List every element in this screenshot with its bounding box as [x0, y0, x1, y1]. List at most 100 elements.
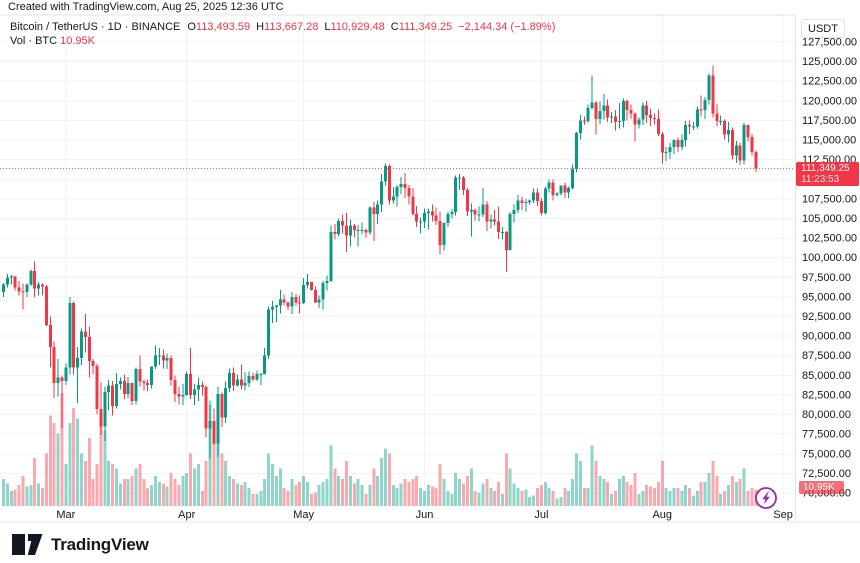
time-tick-label: Jun	[416, 509, 434, 521]
candle-body	[99, 409, 103, 427]
candle-body	[532, 192, 536, 201]
volume-label[interactable]: Vol · BTC	[10, 35, 58, 47]
volume-bar	[278, 468, 282, 506]
candle-body	[637, 119, 641, 125]
volume-bar	[621, 475, 625, 506]
candle-body	[294, 296, 298, 303]
time-scale[interactable]: Mar Apr May Jun Jul Aug Sep	[56, 509, 792, 521]
volume-bar	[742, 468, 746, 506]
currency-toggle-button[interactable]: USDT	[801, 19, 845, 38]
candle-body	[567, 187, 571, 193]
volume-bar	[142, 478, 146, 506]
candle-body	[267, 309, 271, 356]
candle-body	[508, 213, 512, 250]
volume-bar	[376, 475, 380, 506]
volume-bar	[598, 475, 602, 506]
ohlc-low: L110,929.48	[324, 21, 385, 33]
time-tick-label: Mar	[56, 509, 75, 521]
volume-bar	[309, 493, 313, 506]
volume-bar	[473, 490, 477, 506]
volume-bar	[734, 481, 738, 506]
volume-bar	[407, 481, 411, 506]
legend-ohlc-row: Bitcoin / TetherUS · 1D · BINANCE O113,4…	[10, 20, 555, 34]
volume-layer	[2, 393, 758, 506]
volume-bar	[360, 484, 364, 506]
candle-body	[13, 276, 17, 288]
candle-body	[263, 355, 267, 374]
volume-bar	[235, 483, 239, 506]
candle-body	[368, 207, 372, 233]
candle-body	[641, 105, 645, 120]
volume-bar	[368, 484, 372, 506]
candle-body	[598, 111, 602, 119]
volume-bar	[458, 478, 462, 506]
volume-bar	[231, 478, 235, 506]
candle-body	[173, 380, 177, 395]
time-tick-label: Aug	[652, 509, 672, 521]
volume-bar	[161, 483, 165, 506]
price-tick-label: 120,000.00	[802, 95, 857, 107]
candle-body	[668, 147, 672, 152]
candle-body	[652, 118, 656, 120]
candle-body	[430, 211, 434, 216]
volume-bar	[454, 472, 458, 506]
volume-bar	[348, 475, 352, 506]
volume-bar	[37, 483, 41, 506]
volume-bar	[426, 484, 430, 506]
volume-bar	[711, 460, 715, 506]
volume-bar	[302, 475, 306, 506]
volume-bar	[52, 423, 56, 506]
price-tick-label: 72,500.00	[802, 468, 851, 480]
volume-bar	[504, 453, 508, 506]
volume-bar	[637, 493, 641, 506]
candle-body	[126, 383, 130, 395]
candle-body	[384, 165, 388, 182]
volume-bar	[270, 463, 274, 506]
volume-bar	[13, 489, 17, 506]
volume-bar	[629, 484, 633, 506]
bar-countdown: 11:23:53	[801, 174, 840, 185]
candle-body	[341, 220, 345, 226]
candle-body	[543, 188, 547, 213]
price-scale[interactable]: 127,500.00 125,000.00 122,500.00 120,000.00…	[802, 37, 857, 500]
candle-body	[60, 377, 64, 381]
candle-body	[52, 347, 56, 384]
volume-bar	[699, 481, 703, 506]
volume-bar	[220, 453, 224, 506]
volume-bar	[111, 463, 115, 506]
candle-body	[422, 212, 426, 222]
volume-bar	[391, 484, 395, 506]
price-tick-label: 80,000.00	[802, 409, 851, 421]
flash-button[interactable]	[754, 486, 778, 510]
price-tick-label: 122,500.00	[802, 76, 857, 88]
candle-body	[734, 145, 738, 156]
volume-bar	[247, 487, 251, 506]
tradingview-logo[interactable]: TradingView	[12, 534, 149, 555]
candle-body	[235, 379, 239, 386]
candle-body	[348, 225, 352, 236]
price-tick-label: 77,500.00	[802, 429, 851, 441]
candle-body	[656, 118, 660, 134]
candle-body	[247, 376, 251, 384]
price-tick-label: 75,000.00	[802, 448, 851, 460]
volume-bar	[434, 487, 438, 506]
volume-bar	[157, 481, 161, 506]
candle-body	[399, 183, 403, 188]
candle-body	[555, 193, 559, 195]
volume-bar	[72, 408, 76, 506]
volume-bar	[204, 460, 208, 506]
candle-body	[426, 211, 430, 213]
volume-bar	[695, 490, 699, 506]
volume-bar	[590, 445, 594, 506]
candle-body	[142, 381, 146, 384]
candle-body	[469, 209, 473, 212]
candle-body	[333, 231, 337, 235]
volume-bar	[364, 493, 368, 506]
candle-body	[403, 183, 407, 188]
volume-bar	[543, 481, 547, 506]
symbol-title[interactable]: Bitcoin / TetherUS · 1D · BINANCE	[10, 21, 181, 33]
volume-bar	[528, 496, 532, 506]
volume-bar	[150, 484, 154, 506]
candle-body	[317, 299, 321, 303]
